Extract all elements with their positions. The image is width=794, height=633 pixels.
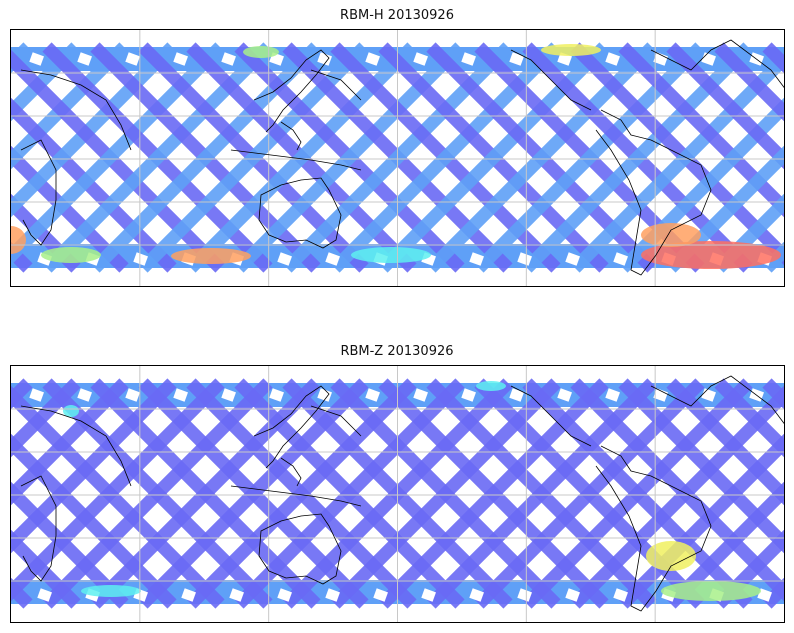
anomaly-hotspot (646, 541, 696, 571)
data-gap (653, 388, 668, 402)
coastline (230, 149, 362, 171)
coastline (510, 385, 592, 447)
data-gap (469, 252, 484, 266)
coastline (258, 177, 342, 249)
anomaly-hotspot (81, 585, 141, 597)
data-gap (373, 588, 388, 602)
data-gap (173, 52, 188, 66)
panel-title-rbm-z: RBM-Z 20130926 (340, 344, 454, 359)
data-gap (221, 388, 236, 402)
anomaly-hotspot (661, 581, 761, 601)
data-gap (221, 52, 236, 66)
orbit-swath (714, 193, 784, 273)
data-gap (229, 588, 244, 602)
coastline (650, 375, 784, 425)
data-gap (277, 252, 292, 266)
coastline (20, 405, 132, 487)
data-gap (461, 52, 476, 66)
coastline (253, 385, 330, 469)
data-gap (565, 588, 580, 602)
anomaly-hotspot (351, 247, 431, 263)
coastline (258, 513, 342, 585)
data-gap (517, 588, 532, 602)
map-canvas (11, 366, 784, 622)
coastline (595, 445, 712, 612)
data-gap (269, 388, 284, 402)
coastline (20, 69, 132, 151)
map-canvas (11, 30, 784, 286)
orbit-swath (714, 529, 784, 609)
data-gap (277, 588, 292, 602)
anomaly-hotspot (476, 381, 506, 391)
data-gap (421, 588, 436, 602)
orbit-swath (714, 42, 784, 122)
data-gap (173, 388, 188, 402)
data-gap (77, 52, 92, 66)
data-gap (29, 52, 44, 66)
coastline (310, 405, 362, 437)
swath-layer (11, 378, 784, 609)
data-gap (77, 388, 92, 402)
anomaly-hotspot (63, 405, 79, 417)
data-gap (133, 252, 148, 266)
data-gap (517, 252, 532, 266)
data-gap (613, 252, 628, 266)
orbit-swath (714, 378, 784, 458)
coastline (310, 69, 362, 101)
data-gap (605, 52, 620, 66)
anomaly-hotspot (171, 248, 251, 264)
data-gap (325, 588, 340, 602)
anomaly-hotspot (541, 44, 601, 56)
anomaly-hotspot (243, 46, 279, 58)
coastline (253, 49, 330, 133)
data-gap (181, 588, 196, 602)
coastline (20, 475, 57, 582)
data-gap (605, 388, 620, 402)
data-gap (317, 388, 332, 402)
map-panel-rbm-z (10, 365, 785, 623)
data-gap (653, 52, 668, 66)
anomaly-hotspot (641, 241, 781, 269)
data-gap (413, 52, 428, 66)
data-gap (509, 52, 524, 66)
data-gap (757, 588, 772, 602)
coastline (510, 49, 592, 111)
data-gap (125, 52, 140, 66)
data-gap (509, 388, 524, 402)
orbit-swath (666, 145, 784, 273)
data-gap (565, 252, 580, 266)
coastline (230, 485, 362, 507)
data-gap (29, 388, 44, 402)
coastline (280, 121, 302, 151)
anomaly-hotspot (641, 223, 701, 247)
coastline (280, 457, 302, 487)
map-panel-rbm-h (10, 29, 785, 287)
coastline (595, 109, 712, 276)
data-gap (365, 388, 380, 402)
coastline (650, 39, 784, 89)
data-gap (125, 388, 140, 402)
panel-title-rbm-h: RBM-H 20130926 (340, 8, 454, 23)
data-gap (557, 388, 572, 402)
data-gap (37, 588, 52, 602)
coastline (20, 139, 57, 246)
data-gap (317, 52, 332, 66)
orbit-swath (666, 481, 784, 609)
data-gap (413, 388, 428, 402)
data-gap (613, 588, 628, 602)
anomaly-hotspot (11, 226, 26, 254)
anomaly-hotspot (41, 247, 101, 263)
data-gap (461, 388, 476, 402)
data-gap (325, 252, 340, 266)
data-gap (365, 52, 380, 66)
data-gap (469, 588, 484, 602)
